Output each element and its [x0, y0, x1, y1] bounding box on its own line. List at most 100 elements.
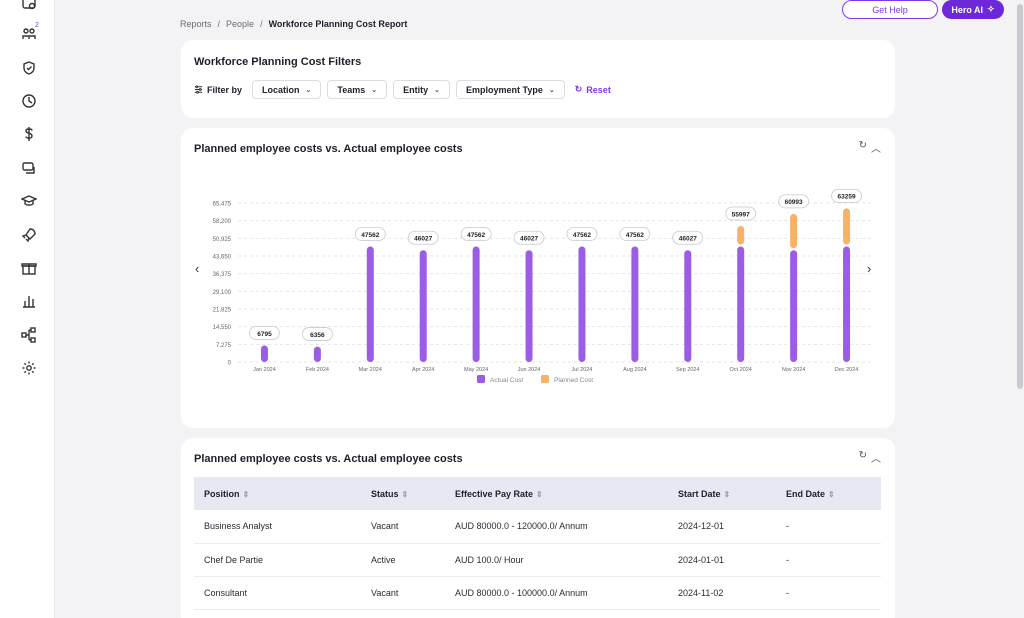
chevron-left-icon[interactable]: ‹: [195, 261, 200, 276]
data-label: 6795: [257, 331, 272, 338]
cell-start-date: 2024-12-01: [668, 510, 776, 544]
y-tick-label: 21,825: [213, 308, 232, 314]
filter-row: Filter by Location ⌄ Teams ⌄ Entity ⌄ Emplo…: [194, 80, 611, 99]
table-row[interactable]: Business Analyst Vacant AUD 80000.0 - 12…: [194, 510, 881, 544]
table-card: Planned employee costs vs. Actual employ…: [181, 438, 895, 618]
gear-icon[interactable]: [20, 359, 38, 377]
location-dropdown[interactable]: Location ⌄: [252, 80, 322, 99]
sort-icon[interactable]: ⇕: [536, 489, 543, 499]
reset-button[interactable]: ↻ Reset: [575, 84, 611, 95]
data-label-bubble: [619, 227, 651, 241]
data-label-bubble: [249, 326, 280, 340]
employment-type-dropdown-label: Employment Type: [466, 84, 543, 95]
x-tick-label: Nov 2024: [782, 367, 806, 373]
roster-icon[interactable]: [20, 0, 38, 12]
clock-icon[interactable]: [20, 92, 38, 110]
refresh-icon[interactable]: ↻: [858, 140, 867, 151]
bar-actual: [631, 246, 639, 362]
column-header-label: Position: [204, 488, 240, 499]
bar-actual: [313, 346, 321, 362]
refresh-icon[interactable]: ↻: [858, 450, 867, 461]
sort-icon[interactable]: ⇕: [723, 489, 731, 499]
data-label-bubble: [566, 227, 598, 241]
x-tick-label: Jul 2024: [572, 367, 593, 373]
page-scrollbar[interactable]: [1016, 0, 1024, 618]
cell-status: Active: [361, 543, 445, 577]
bar-actual: [472, 246, 480, 362]
employment-type-dropdown[interactable]: Employment Type ⌄: [456, 80, 565, 99]
x-tick-label: Dec 2024: [835, 367, 859, 373]
bar-actual: [737, 246, 745, 362]
org-chart-icon[interactable]: [20, 326, 38, 344]
cell-position: Business Analyst: [194, 510, 361, 544]
people-icon[interactable]: [20, 25, 38, 43]
y-tick-label: 29,100: [213, 290, 232, 296]
reset-label: Reset: [586, 84, 611, 95]
y-tick-label: 14,550: [213, 325, 232, 331]
rocket-icon[interactable]: [20, 226, 38, 244]
teams-dropdown-label: Teams: [337, 84, 366, 95]
cell-status: Vacant: [361, 576, 445, 610]
cell-end-date: -: [776, 543, 881, 577]
sort-icon[interactable]: ⇕: [828, 489, 835, 499]
sliders-icon: [194, 85, 203, 94]
teams-dropdown[interactable]: Teams ⌄: [327, 80, 388, 99]
reset-icon: ↻: [574, 84, 583, 94]
bar-actual: [843, 246, 851, 362]
breadcrumb-reports[interactable]: Reports: [180, 19, 212, 29]
cell-status: Vacant: [361, 510, 445, 544]
column-header-status[interactable]: Status ⇕: [361, 477, 445, 510]
y-tick-label: 65,475: [213, 202, 232, 208]
breadcrumb: Reports / People / Workforce Planning Co…: [180, 19, 407, 29]
graduation-cap-icon[interactable]: [20, 192, 38, 210]
cell-pay-rate: AUD 100.0/ Hour: [445, 543, 668, 577]
sort-icon[interactable]: ⇕: [242, 489, 250, 499]
column-header-pay-rate[interactable]: Effective Pay Rate ⇕: [445, 477, 668, 510]
data-label-bubble: [831, 188, 862, 203]
bar-planned: [843, 208, 851, 245]
cell-pay-rate: AUD 80000.0 - 120000.0/ Annum: [445, 510, 668, 544]
scroll-thumb[interactable]: [1017, 4, 1023, 389]
location-dropdown-label: Location: [262, 84, 300, 95]
filters-card: Workforce Planning Cost Filters Filter b…: [181, 40, 895, 118]
bar-actual: [260, 345, 268, 362]
y-tick-label: 43,650: [213, 255, 232, 261]
column-header-end-date[interactable]: End Date ⇕: [776, 477, 881, 510]
bar-actual: [790, 250, 798, 362]
data-label-bubble: [513, 230, 545, 245]
table-row[interactable]: Consultant Vacant AUD 80000.0 - 100000.0…: [194, 576, 881, 610]
filter-by-text: Filter by: [207, 84, 243, 95]
cost-chart: 0 7,275 14,550 21,825 29,100 36,375 43,650 50,9…: [213, 188, 873, 384]
shield-check-icon[interactable]: [20, 59, 38, 77]
gift-icon[interactable]: [20, 259, 38, 277]
bar-planned: [790, 213, 798, 249]
chevron-down-icon: ⌄: [548, 86, 555, 94]
bar-actual: [684, 250, 692, 362]
chevron-right-icon[interactable]: ›: [867, 261, 872, 276]
table-row[interactable]: Chef De Partie Active AUD 100.0/ Hour 20…: [194, 543, 881, 577]
filters-title: Workforce Planning Cost Filters: [194, 56, 362, 68]
data-label: 46027: [520, 236, 538, 243]
x-tick-label: Mar 2024: [359, 367, 382, 373]
column-header-start-date[interactable]: Start Date ⇕: [668, 477, 776, 510]
table-title: Planned employee costs vs. Actual employ…: [194, 453, 463, 465]
get-help-button[interactable]: Get Help: [842, 0, 938, 19]
chevron-down-icon: ⌄: [434, 86, 441, 94]
data-label-bubble: [301, 327, 333, 341]
breadcrumb-people[interactable]: People: [226, 19, 255, 29]
chart-card: Planned employee costs vs. Actual employ…: [181, 128, 895, 428]
hero-ai-button[interactable]: Hero AI ✧: [942, 0, 1004, 19]
bar-chart-icon[interactable]: [20, 292, 38, 310]
x-tick-label: Oct 2024: [730, 367, 752, 373]
table-header-row: Position ⇕ Status ⇕ Effective Pay Rate ⇕ St…: [194, 477, 881, 510]
column-header-position[interactable]: Position ⇕: [194, 477, 361, 510]
chevron-up-icon[interactable]: ︿: [871, 144, 881, 155]
chat-icon[interactable]: [20, 159, 38, 177]
chevron-up-icon[interactable]: ︿: [871, 454, 881, 465]
data-label-bubble: [725, 206, 757, 221]
sort-icon[interactable]: ⇕: [401, 489, 409, 499]
people-badge: 2: [35, 22, 39, 29]
dollar-icon[interactable]: [20, 125, 38, 143]
entity-dropdown[interactable]: Entity ⌄: [393, 80, 451, 99]
x-tick-label: Jun 2024: [518, 367, 541, 373]
